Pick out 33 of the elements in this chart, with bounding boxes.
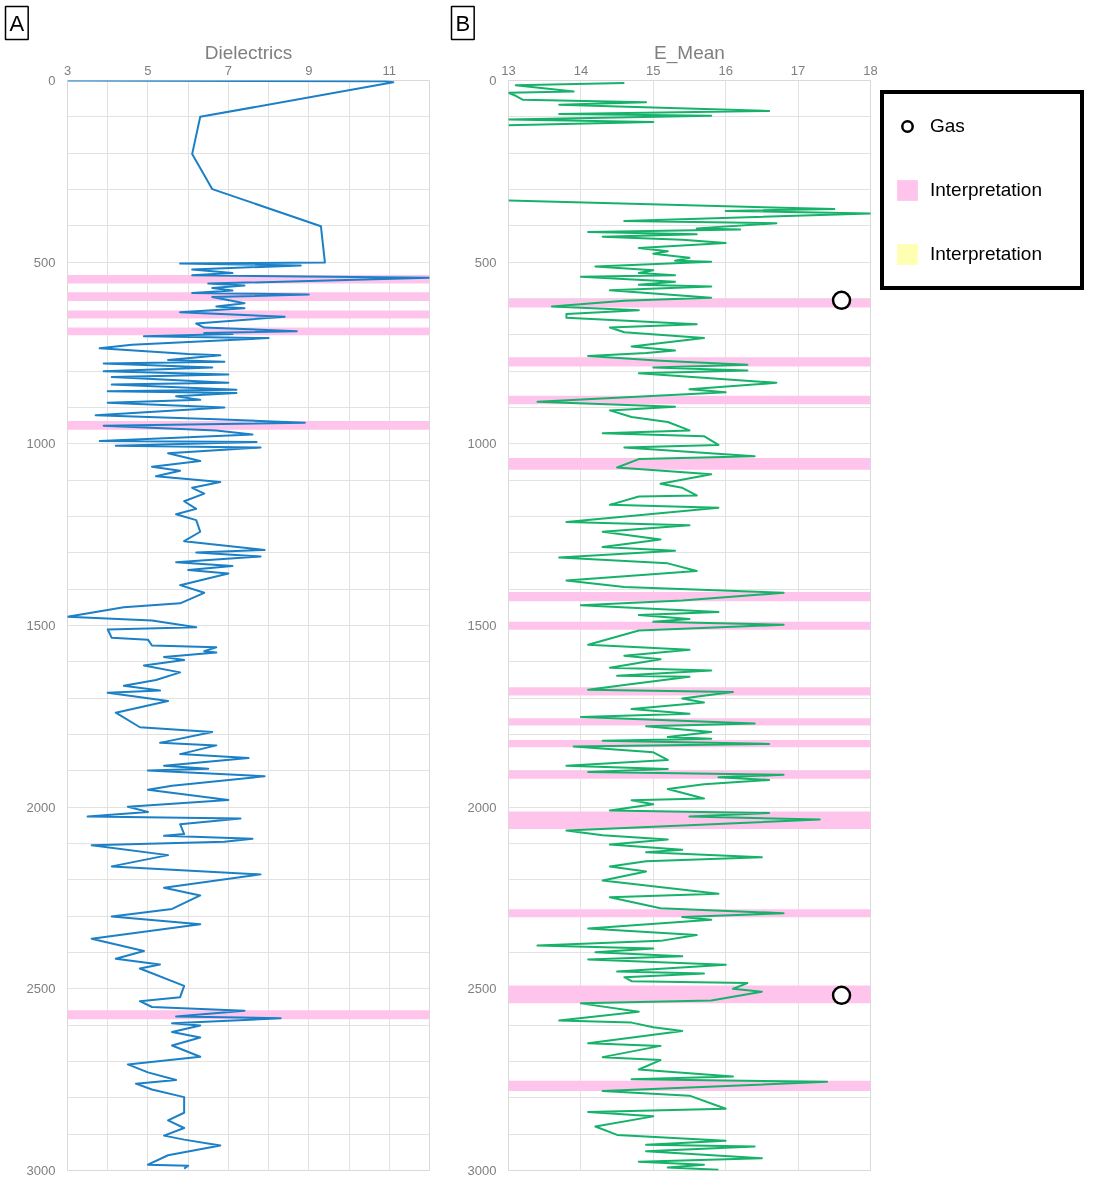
x-tick-label: 18 <box>863 62 878 78</box>
y-tick-label: 2000 <box>26 799 56 815</box>
chart-title: E_Mean <box>654 41 725 64</box>
y-tick-label: 3000 <box>26 1163 56 1178</box>
legend-label: Interpretation <box>930 242 1043 266</box>
x-tick-label: 5 <box>144 62 152 78</box>
y-tick-label: 500 <box>474 254 497 270</box>
chart-title: Dielectrics <box>204 41 293 63</box>
x-tick-label: 9 <box>305 62 313 78</box>
y-tick-label: 2500 <box>26 981 56 997</box>
y-tick-label: 0 <box>489 73 497 88</box>
y-tick-label: 1500 <box>26 618 56 633</box>
text: A <box>9 10 25 36</box>
x-tick-label: 3 <box>63 62 72 78</box>
y-tick-label: 1000 <box>467 436 497 452</box>
y-tick-label: 3000 <box>467 1163 497 1178</box>
legend-label: Interpretation <box>930 178 1043 202</box>
x-tick-label: 16 <box>718 62 733 78</box>
x-tick-label: 14 <box>573 62 589 78</box>
x-tick-label: 11 <box>382 62 397 78</box>
y-tick-label: 1000 <box>26 436 56 452</box>
y-tick-label: 1500 <box>467 618 497 633</box>
legend-label: Gas <box>930 114 966 138</box>
y-tick-label: 0 <box>48 73 56 88</box>
x-tick-label: 7 <box>224 62 233 78</box>
text: B <box>455 10 471 36</box>
y-tick-label: 500 <box>33 254 56 270</box>
line-series <box>67 80 430 1170</box>
x-tick-label: 17 <box>790 62 806 78</box>
x-tick-label: 13 <box>501 62 516 78</box>
y-tick-label: 2500 <box>467 981 497 997</box>
y-tick-label: 2000 <box>467 799 497 815</box>
x-tick-label: 15 <box>646 62 661 78</box>
